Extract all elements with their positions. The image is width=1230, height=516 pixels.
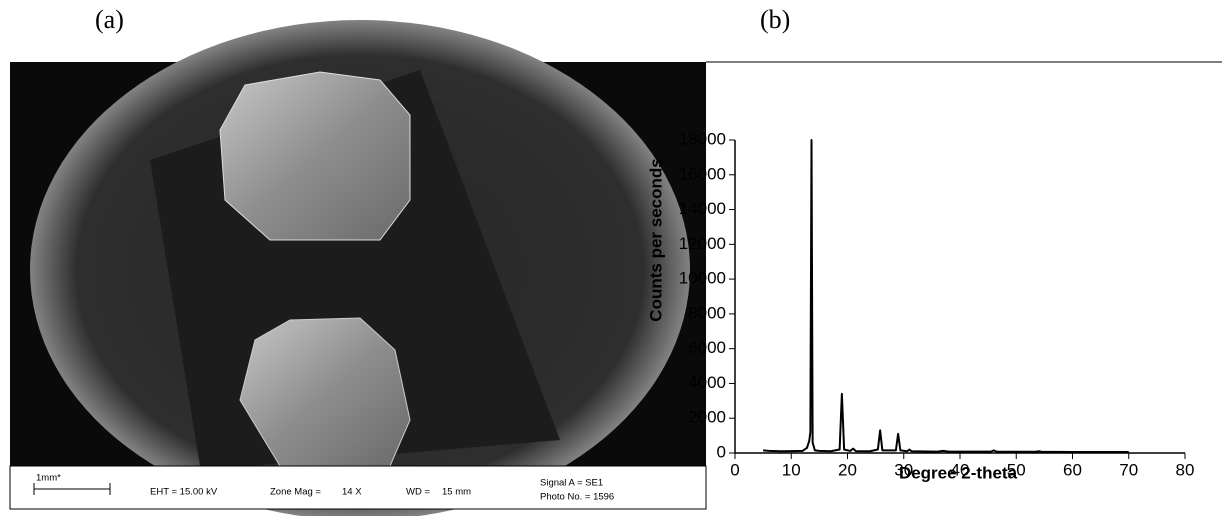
crystal: [220, 72, 410, 240]
x-tick-label: 30: [894, 460, 913, 479]
x-tick-label: 60: [1063, 460, 1082, 479]
data-line: [763, 140, 1129, 452]
info-text: Photo No. = 1596: [540, 492, 614, 503]
x-tick-label: 10: [782, 460, 801, 479]
info-text: Zone Mag =: [270, 487, 321, 498]
info-text: WD =: [406, 487, 430, 498]
y-axis-title: Counts per seconds: [646, 158, 665, 321]
y-tick-label: 0: [717, 442, 726, 461]
x-tick-label: 80: [1176, 460, 1195, 479]
y-tick-label: 14000: [679, 199, 726, 218]
y-tick-label: 12000: [679, 234, 726, 253]
page: (a) (b) 1mm* EHT = 15.00 kV Zone Mag = 1…: [0, 0, 1230, 516]
chart: Degree 2-theta Counts per seconds 020004…: [646, 129, 1194, 482]
x-tick-label: 0: [730, 460, 739, 479]
figure: (a) (b) 1mm* EHT = 15.00 kV Zone Mag = 1…: [0, 0, 1230, 516]
info-text: EHT = 15.00 kV: [150, 487, 218, 498]
panel-label: (a): [95, 5, 124, 34]
x-tick-label: 40: [951, 460, 970, 479]
info-text: 14 X: [342, 487, 362, 498]
y-tick-label: 2000: [688, 408, 726, 427]
x-tick-label: 20: [838, 460, 857, 479]
y-tick-label: 18000: [679, 129, 726, 148]
info-text: Signal A = SE1: [540, 478, 603, 489]
y-tick-label: 10000: [679, 269, 726, 288]
y-tick-label: 6000: [688, 338, 726, 357]
scale-label: 1mm*: [36, 473, 61, 484]
y-tick-label: 16000: [679, 164, 726, 183]
x-tick-label: 70: [1119, 460, 1138, 479]
panel-label: (b): [760, 5, 790, 34]
sem-image: 1mm* EHT = 15.00 kV Zone Mag = 14 X WD =…: [10, 20, 706, 516]
info-text: 15 mm: [442, 487, 471, 498]
y-tick-label: 4000: [688, 373, 726, 392]
y-tick-label: 8000: [688, 303, 726, 322]
x-tick-label: 50: [1007, 460, 1026, 479]
